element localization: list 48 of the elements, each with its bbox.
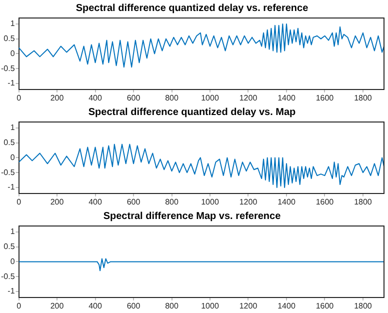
- y-tick-label: 1: [10, 19, 16, 28]
- y-tick-label: 0.5: [4, 242, 16, 252]
- x-tick-label: 1000: [201, 301, 220, 310]
- x-tick-label: 800: [165, 197, 179, 206]
- x-tick-label: 400: [88, 301, 102, 310]
- x-tick-label: 1400: [278, 301, 296, 310]
- x-tick-label: 1800: [354, 93, 372, 102]
- x-tick-label: 200: [50, 197, 64, 206]
- y-tick-label: -0.5: [0, 168, 16, 177]
- x-tick-label: 200: [50, 93, 64, 102]
- x-tick-label: 1000: [201, 197, 220, 206]
- x-tick-label: 0: [16, 93, 22, 102]
- x-tick-label: 0: [16, 197, 22, 206]
- x-tick-label: 800: [165, 301, 179, 310]
- chart-title: Spectral difference quantized delay vs. Map: [88, 106, 296, 118]
- y-tick-label: -0.5: [0, 272, 16, 281]
- x-tick-label: 1600: [316, 197, 334, 206]
- chart-title: Spectral difference Map vs. reference: [103, 210, 282, 222]
- y-tick-label: -0.5: [0, 64, 16, 73]
- x-tick-label: 600: [126, 197, 141, 206]
- x-tick-label: 1800: [354, 197, 372, 206]
- x-tick-label: 1600: [316, 93, 334, 102]
- x-tick-label: 1400: [278, 93, 296, 102]
- x-tick-label: 400: [88, 197, 102, 206]
- x-tick-label: 1200: [239, 197, 258, 206]
- y-tick-label: -1: [8, 182, 16, 192]
- y-tick-label: -1: [8, 286, 16, 296]
- y-tick-label: 0: [10, 152, 16, 162]
- y-tick-label: 0: [10, 256, 16, 266]
- x-tick-label: 400: [88, 93, 102, 102]
- x-tick-label: 0: [16, 301, 22, 310]
- y-tick-label: 0.5: [4, 138, 16, 148]
- chart-title: Spectral difference quantized delay vs. reference: [76, 2, 309, 14]
- y-tick-label: 1: [10, 123, 16, 132]
- x-tick-label: 1000: [201, 93, 220, 102]
- y-tick-label: -1: [8, 78, 16, 88]
- y-tick-label: 0: [10, 48, 16, 58]
- x-tick-label: 600: [126, 93, 141, 102]
- x-tick-label: 800: [165, 93, 179, 102]
- y-tick-label: 0.5: [4, 34, 16, 44]
- x-tick-label: 600: [126, 301, 141, 310]
- x-tick-label: 1400: [278, 197, 296, 206]
- x-tick-label: 200: [50, 301, 64, 310]
- y-tick-label: 1: [10, 227, 16, 236]
- x-tick-label: 1200: [239, 301, 258, 310]
- x-tick-label: 1800: [354, 301, 372, 310]
- x-tick-label: 1600: [316, 301, 334, 310]
- x-tick-label: 1200: [239, 93, 258, 102]
